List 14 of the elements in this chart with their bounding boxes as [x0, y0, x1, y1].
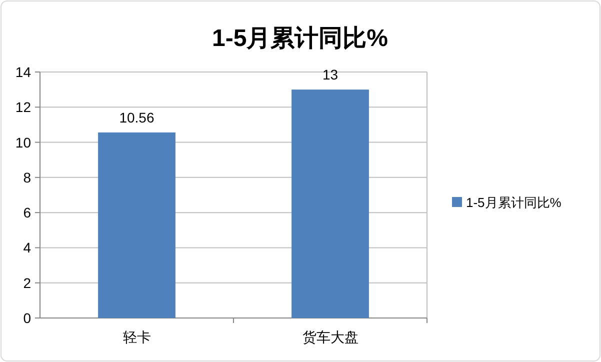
- y-tick-label: 2: [23, 274, 32, 291]
- x-tick-label: 轻卡: [122, 329, 151, 345]
- data-label: 10.56: [119, 109, 154, 126]
- y-tick-label: 6: [23, 204, 32, 221]
- y-tick-label: 0: [23, 310, 32, 326]
- chart-title: 1-5月累计同比%: [212, 25, 388, 52]
- y-tick-label: 10: [15, 134, 32, 150]
- y-tick-label: 12: [15, 99, 32, 116]
- y-tick-label: 14: [15, 64, 32, 80]
- legend-label: 1-5月累计同比%: [466, 195, 562, 210]
- data-label: 13: [322, 66, 338, 83]
- y-tick-label: 8: [23, 169, 32, 186]
- x-tick-label: 货车大盘: [302, 329, 358, 345]
- y-tick-label: 4: [23, 240, 32, 256]
